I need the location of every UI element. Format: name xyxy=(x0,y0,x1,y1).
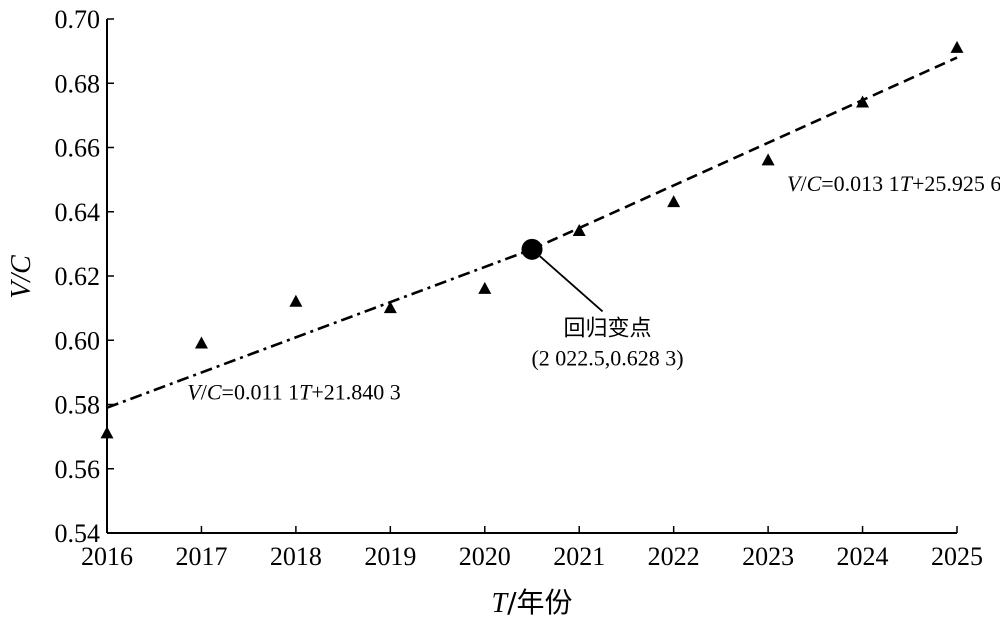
y-tick-label: 0.60 xyxy=(55,326,101,355)
y-tick-label: 0.62 xyxy=(55,262,101,291)
triangle-marker xyxy=(950,40,964,53)
triangle-marker xyxy=(478,281,492,294)
x-axis-label: T/年份 xyxy=(491,586,572,619)
triangle-marker xyxy=(289,294,303,307)
triangle-marker xyxy=(572,224,586,237)
change-point-leader xyxy=(539,255,604,313)
x-axis-label-unit: /年份 xyxy=(507,586,572,619)
x-tick-label: 2021 xyxy=(553,542,605,571)
equation-part: =0.011 1 xyxy=(222,380,300,405)
trend-line-before xyxy=(106,248,533,409)
annotations: 回归变点(2 022.5,0.628 3)V/C=0.011 1T+21.840… xyxy=(187,171,1000,405)
regression-equation: V/C=0.013 1T+25.925 6 xyxy=(787,171,1000,196)
triangle-marker xyxy=(761,153,775,166)
ticks: 0.54 0.56 0.58 0.60 0.62 0.64 0.66 0.68 0.70 2016… xyxy=(55,5,984,571)
x-tick-label: 2025 xyxy=(931,542,983,571)
trend-line-after xyxy=(531,56,958,251)
y-tick-label: 0.64 xyxy=(55,198,101,227)
x-tick-label: 2019 xyxy=(364,542,416,571)
equation-part: +21.840 3 xyxy=(311,380,400,405)
equation-part: C xyxy=(207,380,222,405)
axes xyxy=(106,19,957,534)
y-tick-label: 0.58 xyxy=(55,391,101,420)
equation-part: =0.013 1 xyxy=(821,171,899,196)
triangle-marker xyxy=(100,426,114,439)
x-tick-label: 2020 xyxy=(459,542,511,571)
y-axis-label: V/C xyxy=(6,255,37,299)
y-tick-label: 0.68 xyxy=(55,69,101,98)
triangle-marker xyxy=(667,195,681,208)
regression-equation: V/C=0.011 1T+21.840 3 xyxy=(187,380,401,405)
equation-part: T xyxy=(900,171,914,196)
x-tick-label: 2024 xyxy=(837,542,889,571)
equation-part: / xyxy=(201,380,208,405)
equation-part: C xyxy=(807,171,822,196)
x-tick-label: 2022 xyxy=(648,542,700,571)
equation-part: V xyxy=(187,380,203,405)
change-point-coords: (2 022.5,0.628 3) xyxy=(531,345,683,370)
equation-part: / xyxy=(800,171,807,196)
x-tick-label: 2017 xyxy=(175,542,227,571)
y-tick-label: 0.66 xyxy=(55,134,101,163)
triangle-marker xyxy=(856,95,870,108)
equation-part: T xyxy=(299,380,313,405)
y-tick-label: 0.56 xyxy=(55,455,101,484)
equation-part: V xyxy=(787,171,803,196)
data-points xyxy=(100,40,964,439)
triangle-marker xyxy=(383,301,397,314)
y-tick-label: 0.54 xyxy=(55,519,101,548)
change-point-label: 回归变点 xyxy=(564,316,652,341)
x-tick-label: 2016 xyxy=(81,542,133,571)
triangle-marker xyxy=(194,336,208,349)
x-axis-label-var: T xyxy=(491,588,509,619)
x-tick-label: 2023 xyxy=(742,542,794,571)
change-point-marker xyxy=(521,238,543,260)
x-tick-label: 2018 xyxy=(270,542,322,571)
trend-lines xyxy=(106,56,958,409)
equation-part: +25.925 6 xyxy=(912,171,1000,196)
y-tick-label: 0.70 xyxy=(55,5,101,34)
